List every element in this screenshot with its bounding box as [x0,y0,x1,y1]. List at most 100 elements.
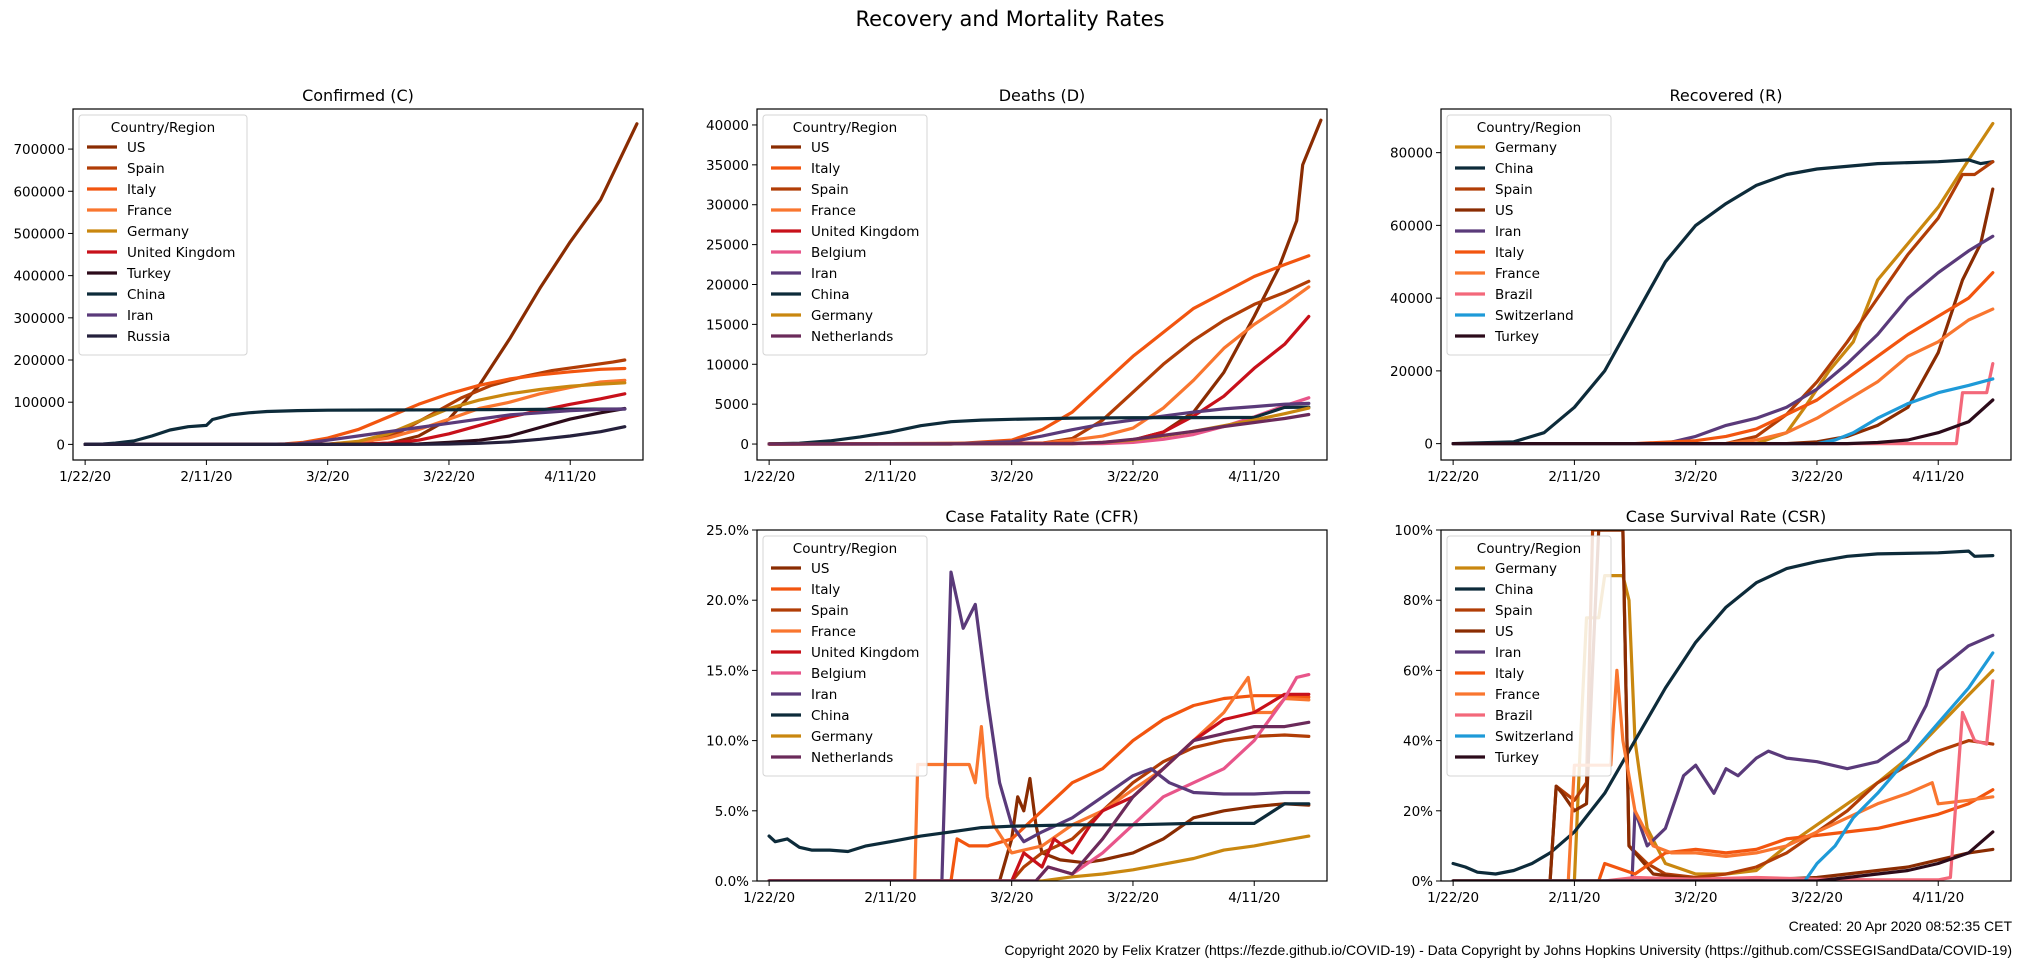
x-tick-label: 1/22/20 [1427,469,1479,485]
created-timestamp: Created: 20 Apr 2020 08:52:35 CET [1788,918,2012,934]
legend-label-us: US [1495,624,1513,640]
cfr-chart: Case Fatality Rate (CFR) 0.0% 5.0% 10.0% 15.… [706,507,1328,906]
y-tick-label: 20000 [706,278,749,294]
legend-label-us: US [1495,203,1513,219]
legend-label-united-kingdom: United Kingdom [811,645,919,661]
legend-label-italy: Italy [127,182,156,198]
recovered-series-lines [1451,121,1995,446]
legend-label-switzerland: Switzerland [1495,729,1574,745]
x-tick-label: 4/11/20 [1912,469,1964,485]
legend-label-spain: Spain [127,161,165,177]
series-line-us [767,776,1311,881]
legend-label-spain: Spain [811,603,849,619]
legend-title: Country/Region [111,120,215,136]
legend-label-germany: Germany [811,308,873,324]
series-line-spain [1451,160,1995,446]
legend-title: Country/Region [1477,541,1581,557]
legend-label-france: France [127,203,172,219]
y-tick-label: 15.0% [706,663,749,679]
x-tick-label: 3/22/20 [1791,469,1843,485]
y-tick-label: 5.0% [715,804,749,820]
x-tick-label: 3/2/20 [990,890,1033,906]
x-tick-label: 1/22/20 [743,890,795,906]
legend-box [1446,535,1612,777]
series-line-france [1451,307,1995,446]
copyright-notice: Copyright 2020 by Felix Kratzer (https:/… [1004,942,2012,958]
series-line-brazil [1451,679,1995,881]
series-line-russia [83,425,627,446]
legend-label-turkey: Turkey [1494,750,1539,766]
cfr-chart-title: Case Fatality Rate (CFR) [945,507,1138,526]
recovered-legend: Country/Region Germany China Spain US Iran Ita… [1446,114,1612,356]
charts: Confirmed (C)010000020000030000040000050… [13,86,2012,906]
legend-label-china: China [811,287,850,303]
legend-label-netherlands: Netherlands [811,750,893,766]
legend-box [1446,114,1612,356]
legend-label-turkey: Turkey [1494,329,1539,345]
series-line-italy [767,694,1311,881]
legend-title: Country/Region [1477,120,1581,136]
legend-label-germany: Germany [1495,561,1557,577]
legend-label-iran: Iran [1495,645,1521,661]
legend-label-china: China [1495,582,1534,598]
series-line-china [1451,549,1995,876]
x-tick-label: 3/2/20 [1674,469,1717,485]
x-tick-label: 4/11/20 [544,469,596,485]
x-tick-label: 3/2/20 [1674,890,1717,906]
confirmed-series-lines [83,122,639,446]
y-tick-label: 100000 [13,395,65,411]
series-line-germany [767,834,1311,881]
series-line-netherlands [767,412,1311,446]
x-tick-label: 4/11/20 [1228,890,1280,906]
x-tick-label: 3/22/20 [423,469,475,485]
csr-chart: Case Survival Rate (CSR) 0% 20% 40% 60% 80% 10… [1394,507,2012,906]
y-tick-label: 300000 [13,311,65,327]
deaths-legend: Country/Region US Italy Spain France United K… [762,114,928,356]
series-line-switzerland [1451,377,1995,446]
y-tick-label: 400000 [13,269,65,285]
legend-label-france: France [811,624,856,640]
legend-label-switzerland: Switzerland [1495,308,1574,324]
x-tick-label: 2/11/20 [1548,890,1600,906]
legend-label-spain: Spain [1495,603,1533,619]
y-tick-label: 700000 [13,142,65,158]
y-tick-label: 0 [740,437,749,453]
x-tick-label: 2/11/20 [1548,469,1600,485]
confirmed-legend: Country/Region US Spain Italy France Germany U… [78,114,248,356]
x-tick-label: 4/11/20 [1912,890,1964,906]
series-line-turkey [1451,398,1995,446]
y-tick-label: 40000 [706,118,749,134]
series-line-iran [1451,234,1995,446]
series-line-us [1451,530,1995,881]
y-tick-label: 500000 [13,226,65,242]
series-line-china [767,405,1311,446]
recovered-chart-title: Recovered (R) [1669,86,1782,105]
series-line-iran [767,401,1311,446]
y-tick-label: 80% [1403,593,1433,609]
x-tick-label: 3/22/20 [1107,890,1159,906]
confirmed-axes-frame [72,108,644,461]
legend-label-germany: Germany [1495,140,1557,156]
x-tick-label: 2/11/20 [864,469,916,485]
legend-label-spain: Spain [1495,182,1533,198]
series-line-italy [1451,788,1995,881]
csr-chart-title: Case Survival Rate (CSR) [1626,507,1827,526]
series-line-italy [1451,271,1995,446]
x-tick-label: 3/22/20 [1107,469,1159,485]
y-tick-label: 600000 [13,184,65,200]
series-line-italy [83,366,627,446]
series-line-germany [83,381,627,446]
legend-label-iran: Iran [127,308,153,324]
y-tick-label: 0 [56,437,65,453]
legend-label-united-kingdom: United Kingdom [811,224,919,240]
legend-title: Country/Region [793,541,897,557]
confirmed-chart: Confirmed (C) 0 100000 200000 300000 400000 50… [13,86,644,485]
series-line-netherlands [767,720,1311,881]
series-line-spain [767,733,1311,881]
y-tick-label: 20000 [1390,364,1433,380]
series-line-china [767,802,1311,854]
x-tick-label: 2/11/20 [864,890,916,906]
legend-label-netherlands: Netherlands [811,329,893,345]
confirmed-chart-title: Confirmed (C) [302,86,414,105]
x-tick-label: 1/22/20 [1427,890,1479,906]
